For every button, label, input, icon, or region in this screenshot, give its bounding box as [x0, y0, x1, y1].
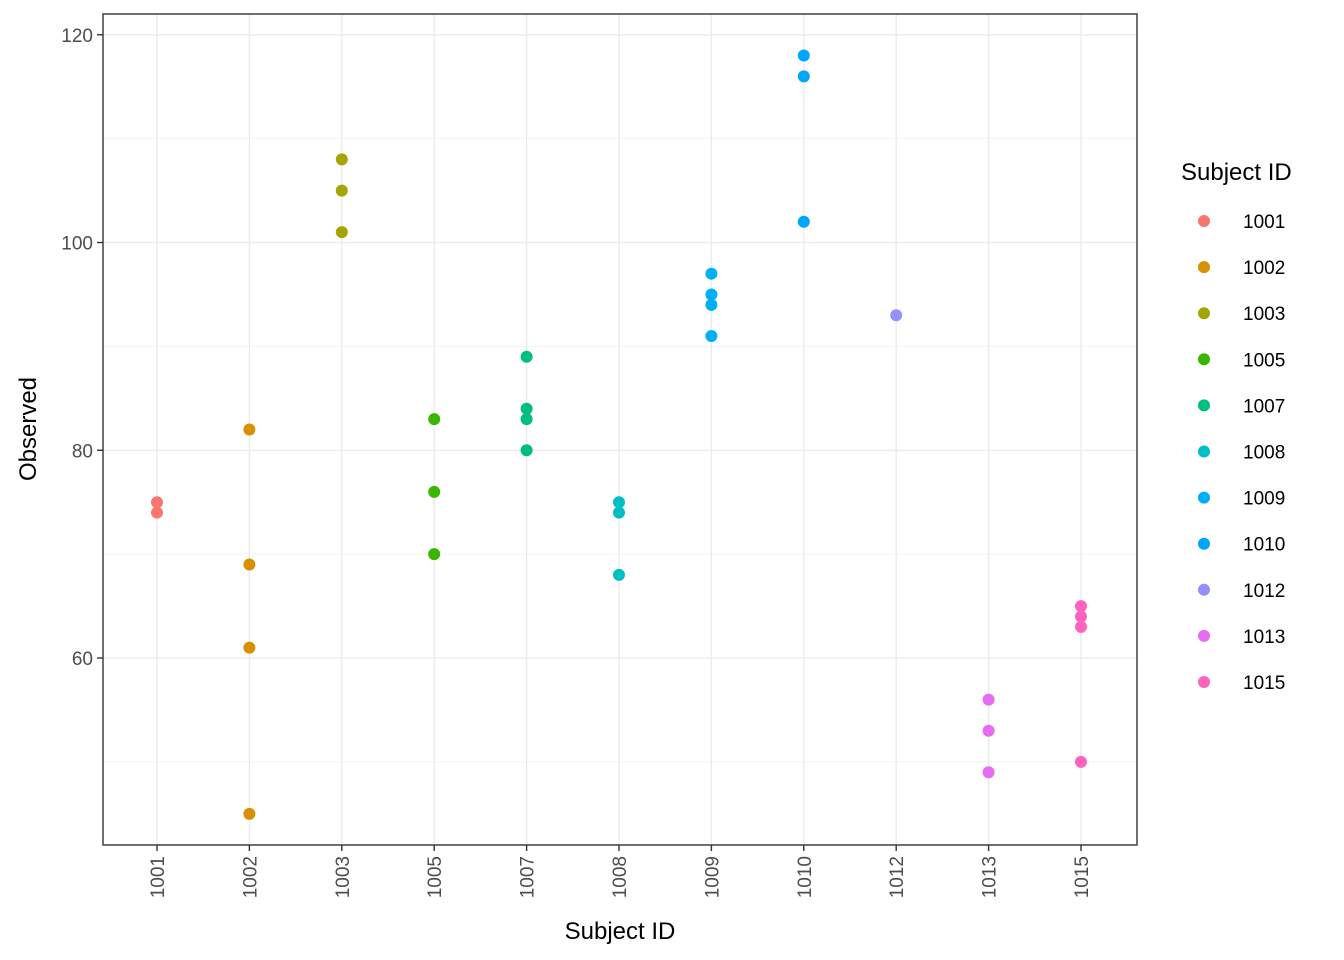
legend-title: Subject ID: [1181, 159, 1292, 186]
legend-key: [1198, 353, 1210, 366]
data-point: [982, 693, 995, 706]
legend-key: [1198, 215, 1210, 227]
y-tick-label: 60: [72, 649, 93, 670]
legend-key: [1198, 629, 1210, 642]
data-point: [982, 766, 995, 779]
data-point: [243, 807, 256, 820]
panel-border: [102, 13, 1138, 846]
x-tick-label: 1013: [980, 856, 1001, 898]
legend-label: 1009: [1243, 489, 1285, 510]
y-tick-label: 80: [72, 441, 93, 462]
data-point: [1075, 600, 1087, 613]
x-tick-label: 1003: [333, 856, 354, 898]
legend-label: 1015: [1243, 673, 1285, 694]
legend-key: [1198, 261, 1210, 274]
x-tick-label: 1009: [702, 856, 723, 898]
data-point: [243, 641, 256, 654]
data-point: [797, 215, 810, 228]
data-point: [797, 70, 810, 83]
legend-key: [1198, 676, 1210, 688]
legend: Subject ID 1001 1002 1003 1005 1007 1008 1009 1…: [1181, 159, 1292, 694]
legend-key: [1198, 307, 1210, 320]
data-point: [613, 568, 625, 581]
x-tick-label: 1015: [1072, 856, 1093, 898]
data-point: [705, 288, 718, 301]
data-point: [335, 153, 348, 166]
x-tick-label: 1001: [148, 856, 169, 898]
legend-key: [1198, 537, 1210, 550]
y-tick-label: 120: [61, 26, 93, 47]
data-point: [1075, 620, 1087, 633]
data-point: [428, 548, 441, 561]
data-point: [520, 444, 533, 457]
x-tick-label: 1007: [518, 856, 539, 898]
x-axis-title: Subject ID: [565, 918, 676, 945]
data-point: [520, 413, 533, 426]
data-point: [1075, 755, 1087, 768]
data-point: [520, 350, 533, 363]
y-axis-title: Observed: [15, 377, 42, 481]
data-points: [151, 49, 1087, 820]
legend-label: 1008: [1243, 443, 1285, 464]
data-point: [151, 496, 163, 509]
data-point: [613, 506, 625, 519]
legend-key: [1198, 583, 1210, 596]
data-point: [797, 49, 810, 62]
data-point: [890, 309, 903, 322]
x-tick-label: 1005: [425, 856, 446, 898]
x-tick-label: 1010: [795, 856, 816, 898]
data-point: [428, 485, 441, 498]
gridlines: [103, 14, 1137, 845]
legend-key: [1198, 491, 1210, 504]
data-point: [335, 184, 348, 197]
data-point: [705, 298, 718, 311]
legend-label: 1005: [1243, 350, 1285, 371]
data-point: [705, 330, 718, 343]
x-tick-label: 1002: [240, 856, 261, 898]
legend-label: 1007: [1243, 396, 1285, 417]
axes: 60 80 100 120 1001 1002 1003 1005 1007 1008 1009 10…: [61, 26, 1093, 899]
data-point: [982, 724, 995, 737]
legend-label: 1002: [1243, 258, 1285, 279]
data-point: [335, 226, 348, 239]
legend-label: 1013: [1243, 627, 1285, 648]
data-point: [613, 496, 625, 509]
x-tick-label: 1012: [887, 856, 908, 898]
data-point: [428, 413, 441, 426]
x-tick-label: 1008: [610, 856, 631, 898]
legend-label: 1003: [1243, 304, 1285, 325]
data-point: [243, 558, 256, 571]
legend-key: [1198, 445, 1210, 458]
data-point: [151, 506, 163, 519]
data-point: [705, 267, 718, 280]
y-tick-label: 100: [61, 234, 93, 255]
data-point: [520, 402, 533, 415]
data-point: [243, 423, 256, 436]
legend-label: 1012: [1243, 581, 1285, 602]
legend-label: 1010: [1243, 535, 1285, 556]
legend-label: 1001: [1243, 212, 1285, 233]
legend-key: [1198, 399, 1210, 412]
data-point: [1075, 610, 1087, 623]
